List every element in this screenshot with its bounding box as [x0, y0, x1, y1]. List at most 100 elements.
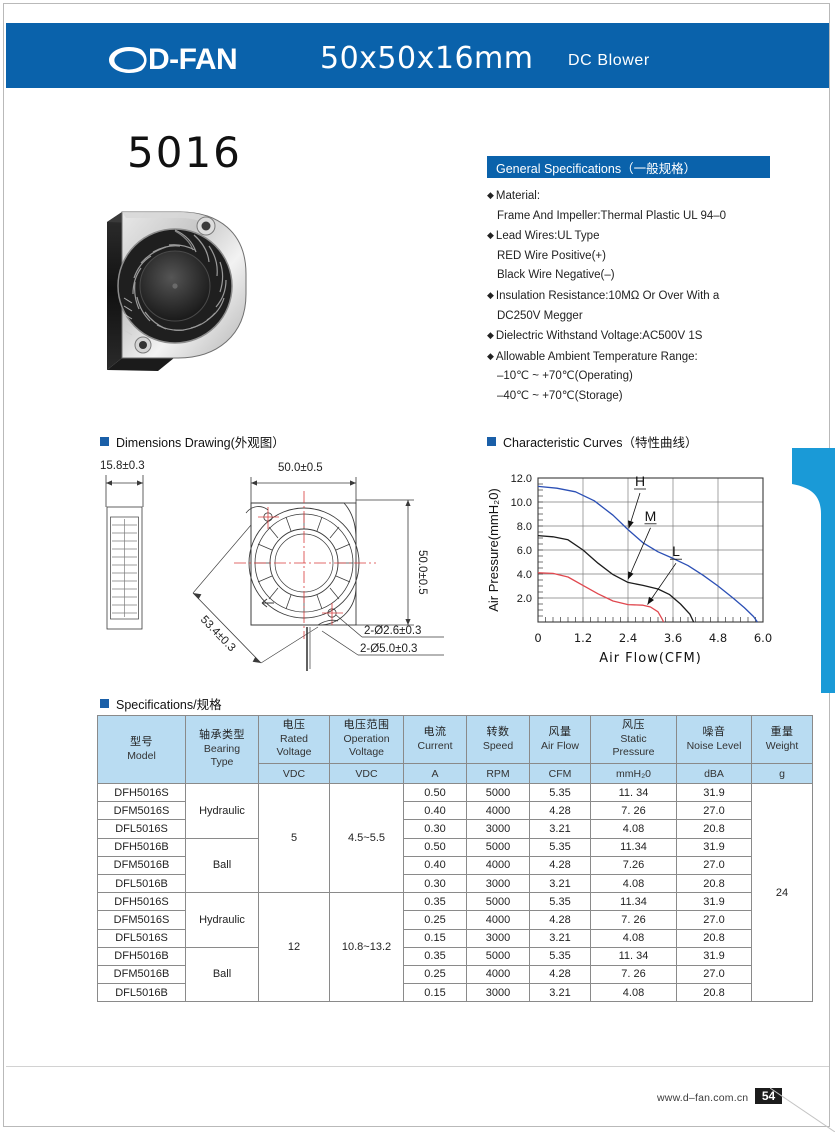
cell-air-flow: 5.35 [529, 837, 591, 857]
cell-noise-level: 31.9 [676, 782, 752, 803]
general-spec-item: ◆ Dielectric Withstand Voltage:AC500V 1S [487, 326, 787, 347]
unit-rated-voltage: VDC [258, 763, 330, 784]
cell-air-flow: 3.21 [529, 873, 591, 894]
diamond-bullet-icon: ◆ [487, 350, 494, 361]
cell-model: DFH5016B [97, 837, 186, 857]
table-row: DFM5016B 0.40 4000 4.28 7.26 27.0 [97, 855, 813, 875]
cell-noise-level: 27.0 [676, 964, 752, 985]
general-spec-text: Black Wire Negative(–) [497, 269, 615, 282]
cell-air-flow: 5.35 [529, 946, 591, 966]
col-header-noise-level: 噪音 Noise Level [676, 715, 752, 764]
chart-ytick-label: 12.0 [511, 473, 532, 485]
general-spec-item: ◆ Allowable Ambient Temperature Range: [487, 347, 787, 368]
cell-current: 0.35 [403, 892, 467, 912]
cell-noise-level: 20.8 [676, 819, 752, 839]
table-header-row-main: 型号 Model 轴承类型 Bearing Type 电压 Rated Voltag… [97, 715, 813, 784]
chart-ytick-label: 6.0 [517, 545, 532, 557]
side-tab-dc-blower[interactable] [780, 448, 835, 693]
chart-plot-frame [537, 477, 764, 623]
col-header-operation-voltage: 电压范围 Operation Voltage [329, 715, 404, 764]
chart-ytick-label: 10.0 [511, 497, 532, 509]
cell-static-pressure: 11. 34 [590, 782, 677, 803]
cell-current: 0.40 [403, 801, 467, 821]
cell-static-pressure: 7. 26 [590, 801, 677, 821]
unit-current: A [403, 763, 467, 784]
cell-model: DFM5016S [97, 801, 186, 821]
chart-xtick-label: 6.0 [754, 631, 772, 645]
chart-xtick-label: 3.6 [664, 631, 682, 645]
cell-model: DFM5016B [97, 964, 186, 985]
cell-model: DFL5016B [97, 983, 186, 1003]
specifications-section-caption: Specifications/规格 [100, 694, 222, 713]
unit-speed: RPM [466, 763, 530, 784]
cell-static-pressure: 11.34 [590, 892, 677, 912]
cell-noise-level: 31.9 [676, 837, 752, 857]
unit-static-pressure: mmH₂0 [590, 763, 677, 784]
general-spec-item: –10℃ ~ +70℃(Operating) [487, 367, 787, 387]
product-category-label: DC Blower [568, 52, 650, 69]
blue-square-bullet-icon [487, 437, 496, 446]
col-header-rated-voltage: 电压 Rated Voltage [258, 715, 330, 764]
chart-xtick-label: 0 [534, 631, 541, 645]
cell-speed: 5000 [466, 892, 530, 912]
cell-bearing-type: Ball [185, 837, 259, 894]
cell-bearing-type: Hydraulic [185, 783, 259, 839]
general-spec-item: –40℃ ~ +70℃(Storage) [487, 387, 787, 407]
table-row: DFL5016B 0.15 3000 3.21 4.08 20.8 [97, 983, 813, 1003]
ellipse-swoosh-logo-icon [109, 47, 154, 73]
col-header-speed: 转数 Speed [466, 715, 530, 764]
cell-air-flow: 4.28 [529, 801, 591, 821]
table-row: DFM5016S 0.25 4000 4.28 7. 26 27.0 [97, 910, 813, 930]
table-row: DFM5016S 0.40 4000 4.28 7. 26 27.0 [97, 801, 813, 821]
cell-speed: 5000 [466, 837, 530, 857]
dimensions-caption-label: Dimensions Drawing(外观图） [116, 436, 285, 450]
cell-air-flow: 4.28 [529, 855, 591, 875]
specifications-table: 型号 Model 轴承类型 Bearing Type 电压 Rated Voltag… [97, 715, 813, 1003]
product-size-title: 50x50x16mm [320, 41, 534, 76]
dim-thickness-label: 15.8±0.3 [100, 460, 145, 472]
cell-noise-level: 27.0 [676, 855, 752, 875]
general-spec-item: DC250V Megger [487, 307, 787, 327]
footer-divider [6, 1066, 829, 1067]
table-row: DFH5016S Hydraulic 5 4.5~5.5 0.50 5000 5.35 11.… [97, 782, 813, 1003]
chart-xtick-label: 1.2 [574, 631, 592, 645]
cell-model: DFH5016B [97, 946, 186, 966]
cell-current: 0.30 [403, 819, 467, 839]
cell-speed: 3000 [466, 873, 530, 894]
general-spec-item: Black Wire Negative(–) [487, 266, 787, 286]
cell-static-pressure: 7. 26 [590, 964, 677, 985]
cell-current: 0.50 [403, 837, 467, 857]
table-row: DFL5016B 0.30 3000 3.21 4.08 20.8 [97, 873, 813, 894]
cell-air-flow: 3.21 [529, 983, 591, 1003]
chart-series-label-L: L [672, 543, 680, 559]
side-tab-label: DC Blower [806, 540, 822, 616]
cell-current: 0.30 [403, 873, 467, 894]
unit-air-flow: CFM [529, 763, 591, 784]
brand-logo: D-FAN [106, 39, 238, 81]
chart-leader-arrow-M [628, 571, 634, 580]
chart-curve-M [537, 534, 695, 623]
table-header: 型号 Model 轴承类型 Bearing Type 电压 Rated Voltag… [97, 715, 813, 784]
characteristic-curves-chart: 2.0 4.0 6.0 8.0 10.0 12.0 0 1.2 2.4 3.6 4.8 6.0 H M L A… [486, 473, 772, 666]
general-spec-text: Allowable Ambient Temperature Range: [495, 350, 698, 363]
cell-current: 0.25 [403, 964, 467, 985]
dim-diagonal-label: 53.4±0.3 [198, 614, 238, 654]
footer-website-url[interactable]: www.d–fan.com.cn [657, 1092, 749, 1104]
col-header-static-pressure: 风压 Static Pressure [590, 715, 677, 764]
cell-current: 0.40 [403, 855, 467, 875]
cell-air-flow: 4.28 [529, 964, 591, 985]
cell-speed: 5000 [466, 946, 530, 966]
general-spec-item: ◆ Insulation Resistance:10MΩ Or Over With… [487, 286, 787, 307]
col-header-air-flow: 风量 Air Flow [529, 715, 591, 764]
chart-leader-line-M [627, 527, 651, 580]
cell-weight: 24 [751, 782, 813, 1003]
chart-xtick-label: 4.8 [709, 631, 727, 645]
cell-model: DFM5016S [97, 910, 186, 930]
unit-weight: g [751, 763, 813, 784]
cell-speed: 4000 [466, 910, 530, 930]
col-header-operation-voltage-en: Operation Voltage [343, 732, 390, 759]
curves-section-caption: Characteristic Curves（特性曲线） [487, 432, 697, 451]
dim-height-label: 50.0±0.5 [416, 550, 428, 595]
cell-static-pressure: 7.26 [590, 855, 677, 875]
diamond-bullet-icon: ◆ [487, 230, 494, 241]
